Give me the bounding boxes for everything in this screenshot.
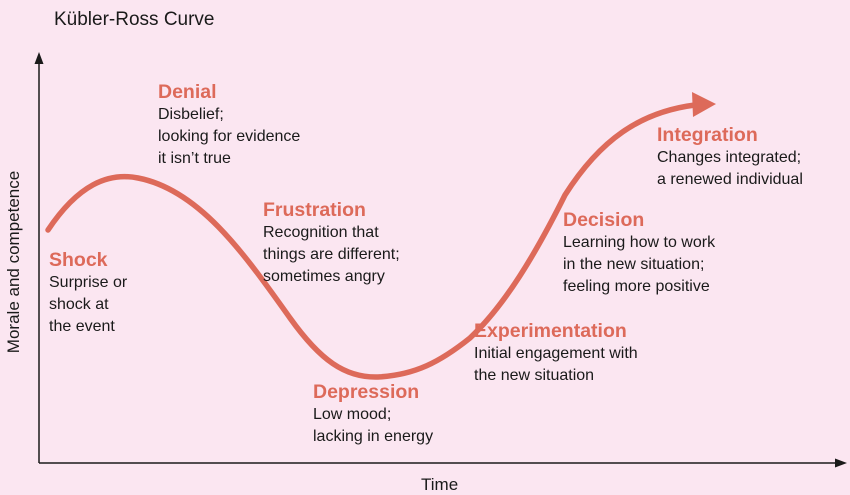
stage-name: Shock <box>49 249 108 271</box>
y-axis-arrowhead <box>34 52 44 64</box>
stage-name: Experimentation <box>474 320 627 342</box>
stage-description: Learning how to work in the new situatio… <box>563 232 715 298</box>
stage-description-line: feeling more positive <box>563 278 710 295</box>
stage-depression: Depression Low mood; lacking in energy <box>313 380 433 448</box>
stage-denial: Denial Disbelief; looking for evidence i… <box>158 80 300 170</box>
stage-description-line: Low mood; <box>313 406 392 423</box>
stage-name: Denial <box>158 81 217 103</box>
stage-description-line: a renewed individual <box>657 171 803 188</box>
stage-description-line: Initial engagement with <box>474 345 638 362</box>
stage-description-line: looking for evidence <box>158 128 301 145</box>
x-axis-label: Time <box>421 475 459 494</box>
stage-description-line: Learning how to work <box>563 234 716 251</box>
stage-description: Changes integrated; a renewed individual <box>657 147 803 191</box>
stage-description-line: Disbelief; <box>158 106 224 123</box>
stage-description-line: it isn’t true <box>158 150 231 167</box>
y-axis-label: Morale and competence <box>4 170 23 354</box>
curve-arrowhead <box>692 92 716 117</box>
stage-description-line: things are different; <box>263 246 400 263</box>
stage-description-line: Surprise or <box>49 274 128 291</box>
x-axis-arrowhead <box>835 458 847 468</box>
stage-decision: Decision Learning how to work in the new… <box>563 208 715 298</box>
stage-description: Disbelief; looking for evidence it isn’t… <box>158 104 300 170</box>
stage-name: Decision <box>563 209 645 231</box>
stage-description: Initial engagement with the new situatio… <box>474 343 638 387</box>
stage-name: Depression <box>313 381 420 403</box>
stage-description-line: Recognition that <box>263 224 379 241</box>
stage-description-line: the event <box>49 318 115 335</box>
stage-description-line: in the new situation; <box>563 256 705 273</box>
stage-shock: Shock Surprise or shock at the event <box>49 248 127 338</box>
stage-description-line: sometimes angry <box>263 268 385 285</box>
stage-name: Frustration <box>263 199 366 221</box>
stage-description-line: shock at <box>49 296 109 313</box>
stage-description-line: Changes integrated; <box>657 149 802 166</box>
stage-description: Low mood; lacking in energy <box>313 404 433 448</box>
stage-description-line: the new situation <box>474 367 595 384</box>
change-curve <box>45 102 698 380</box>
stage-name: Integration <box>657 124 758 146</box>
stage-description-line: lacking in energy <box>313 428 434 445</box>
diagram-title: Kübler-Ross Curve <box>54 9 215 30</box>
stage-description: Surprise or shock at the event <box>49 272 127 338</box>
stage-frustration: Frustration Recognition that things are … <box>263 198 400 288</box>
stage-integration: Integration Changes integrated; a renewe… <box>657 123 803 191</box>
stage-experimentation: Experimentation Initial engagement with … <box>474 319 638 387</box>
stage-description: Recognition that things are different; s… <box>263 222 400 288</box>
